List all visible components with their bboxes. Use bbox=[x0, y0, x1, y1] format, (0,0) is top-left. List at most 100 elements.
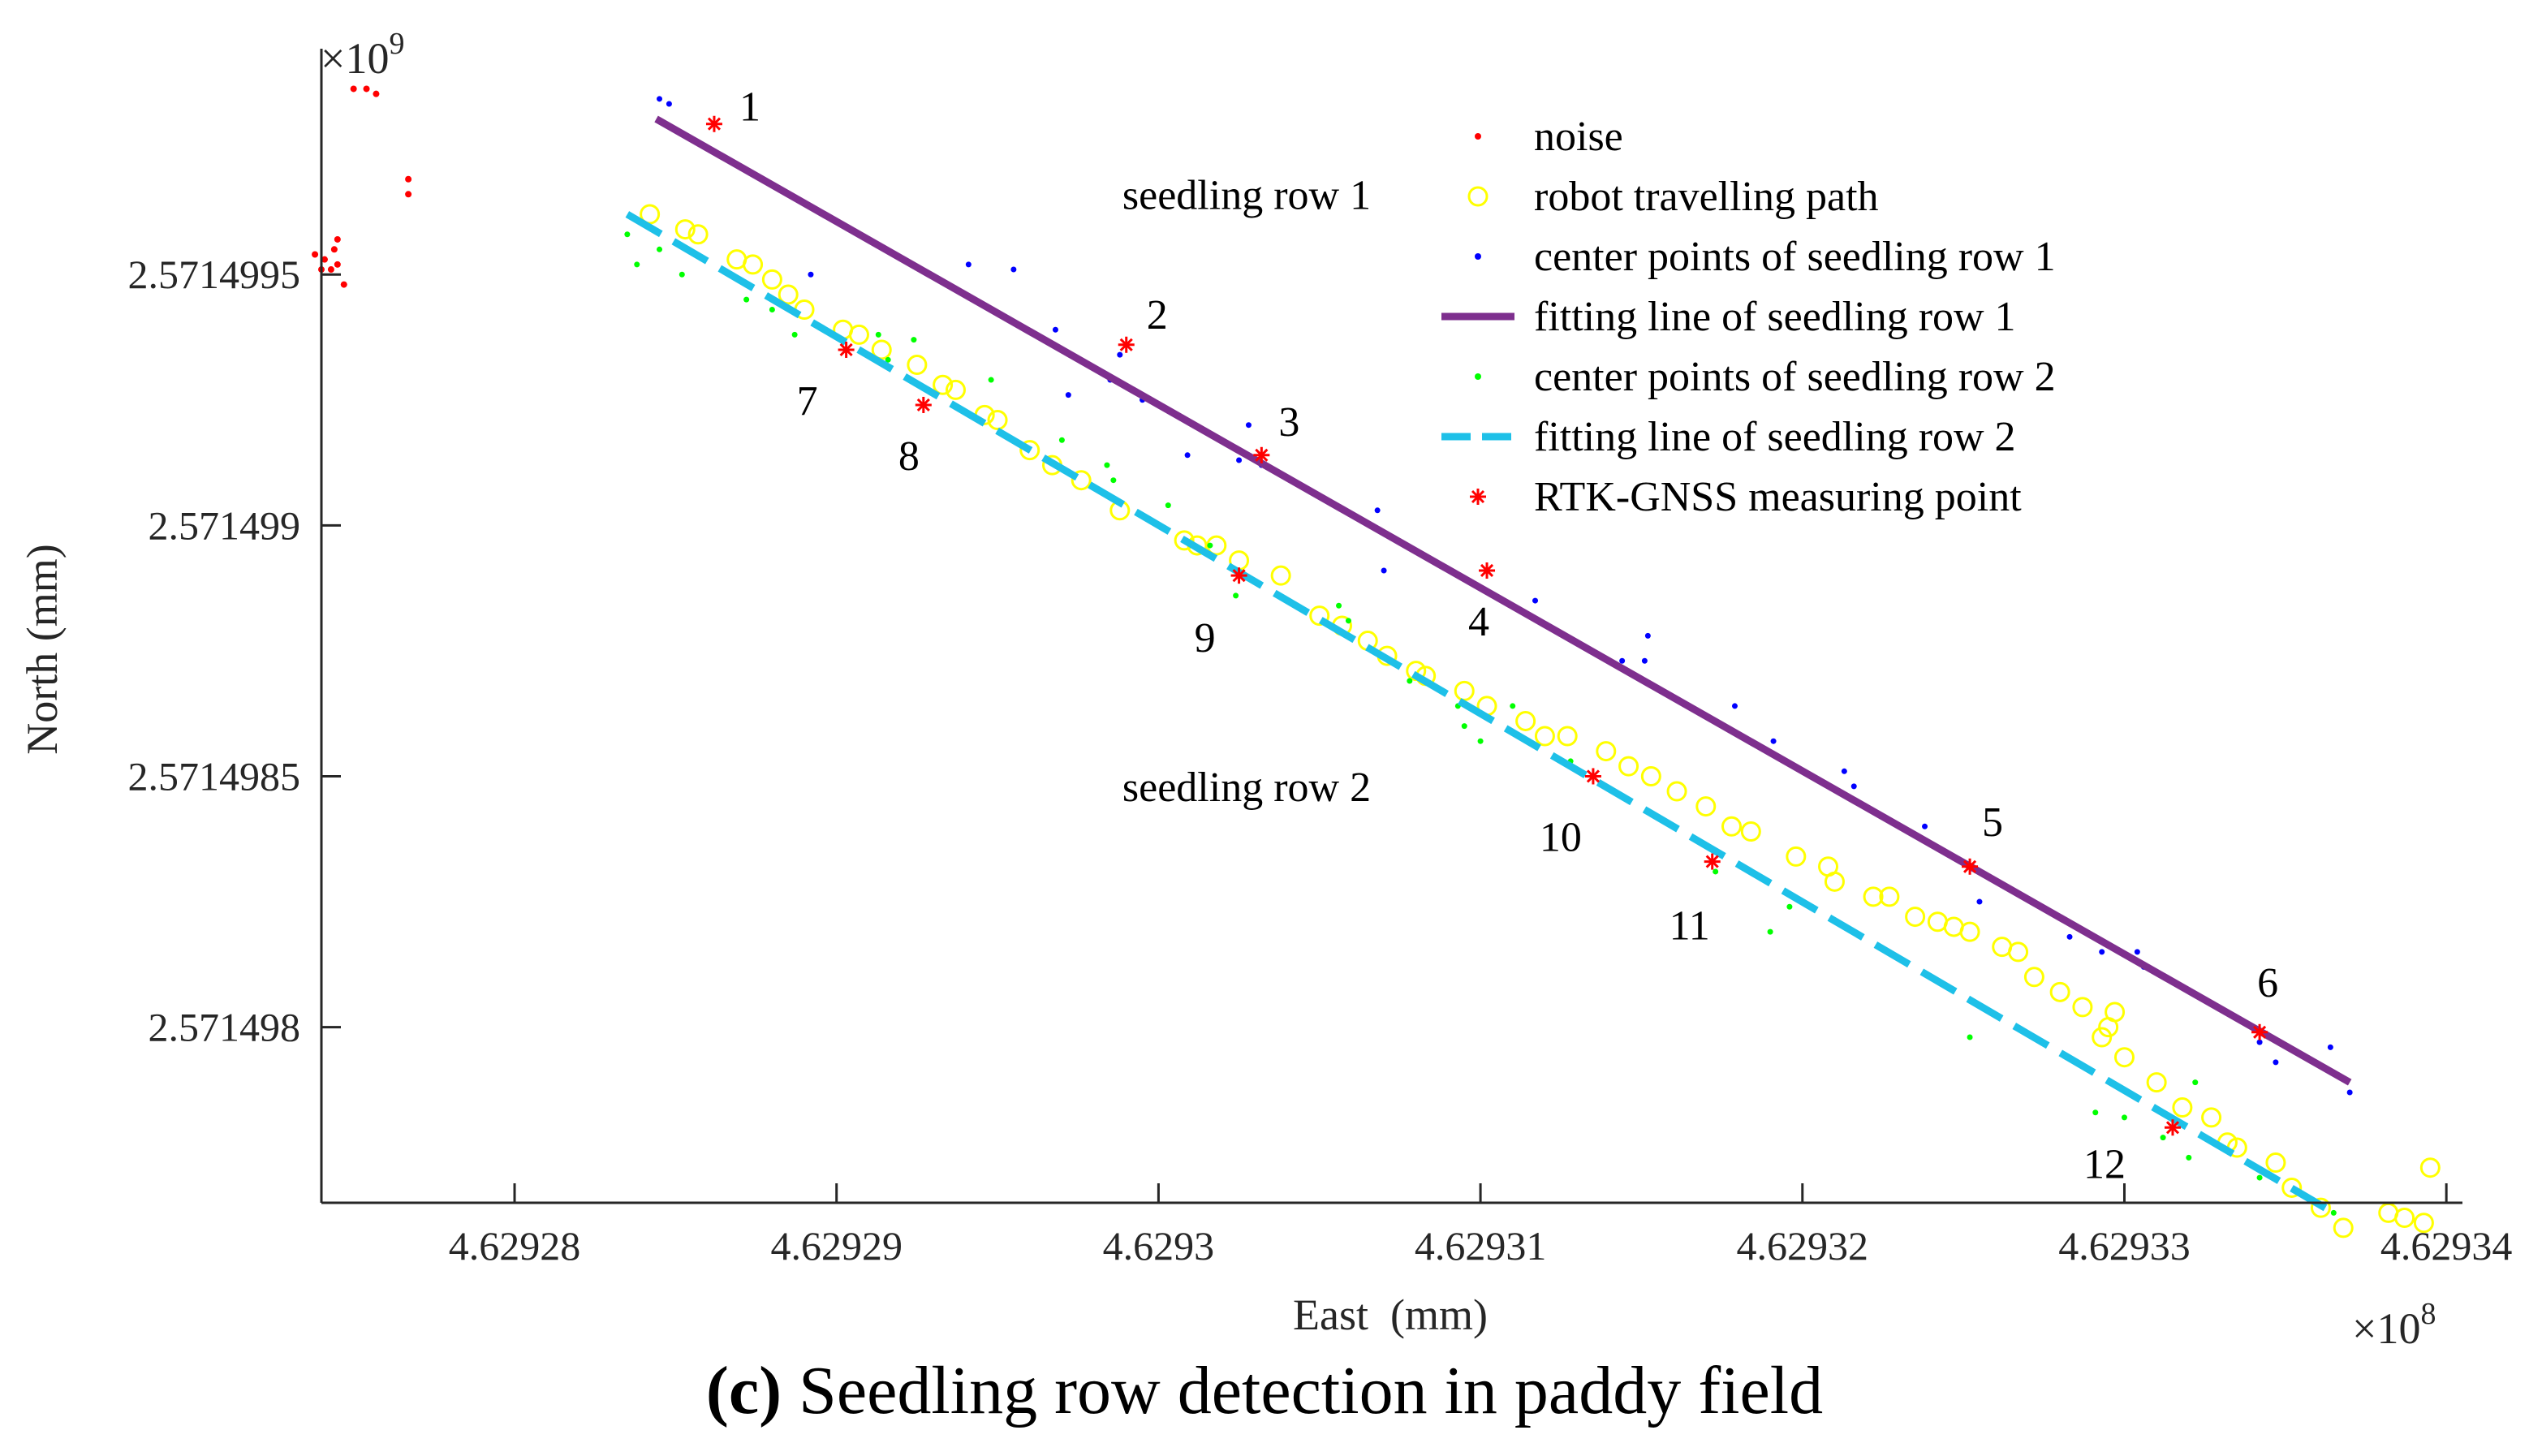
path-point bbox=[2281, 1177, 2303, 1198]
path-point bbox=[1515, 710, 1536, 731]
x-tick-label: 4.62933 bbox=[2058, 1223, 2191, 1269]
x-exponent: ×108 bbox=[2352, 1297, 2436, 1353]
noise-point bbox=[350, 85, 357, 93]
region-annotation: seedling row 1 bbox=[1122, 172, 1371, 218]
y-exponent: ×109 bbox=[321, 27, 404, 83]
path-point bbox=[2394, 1208, 2415, 1229]
y-axis-label: North (mm) bbox=[18, 544, 67, 754]
noise-point bbox=[334, 235, 341, 243]
path-point bbox=[1695, 796, 1717, 817]
path-point bbox=[2201, 1107, 2222, 1128]
row1-point bbox=[666, 101, 672, 107]
row1-point bbox=[1052, 326, 1058, 333]
noise-point bbox=[327, 266, 334, 274]
path-point bbox=[907, 355, 928, 376]
row2-point bbox=[1058, 437, 1065, 443]
path-point bbox=[1863, 886, 1884, 907]
row2-point bbox=[679, 271, 685, 278]
row2-point bbox=[1233, 592, 1239, 599]
path-point bbox=[1309, 605, 1330, 627]
row1-point bbox=[2256, 1039, 2263, 1045]
row2-point bbox=[1345, 618, 1351, 624]
row2-point bbox=[988, 377, 994, 383]
path-point bbox=[987, 410, 1008, 431]
path-point bbox=[1071, 470, 1092, 491]
path-point bbox=[2092, 1027, 2113, 1048]
rtk-point-label: 3 bbox=[1278, 399, 1299, 446]
legend-entry: fitting line of seedling row 2 bbox=[1441, 414, 2016, 460]
path-point bbox=[2265, 1152, 2286, 1174]
noise-point bbox=[373, 90, 380, 97]
row2-point bbox=[2330, 1209, 2337, 1216]
noise-point bbox=[363, 85, 370, 93]
rtk-point bbox=[838, 341, 855, 358]
annotations: seedling row 1 seedling row 2 bbox=[1122, 172, 1371, 811]
x-exponent-power: 8 bbox=[2420, 1297, 2436, 1331]
noise-point bbox=[330, 246, 338, 253]
rtk-point bbox=[1704, 853, 1721, 870]
y-tick-label: 2.571498 bbox=[149, 1005, 301, 1050]
row1-point bbox=[2273, 1059, 2279, 1066]
path-point bbox=[761, 269, 782, 290]
row1-point bbox=[2346, 1089, 2353, 1096]
row2-point bbox=[1477, 738, 1484, 744]
row2-series bbox=[624, 231, 2337, 1216]
row1-point bbox=[1532, 597, 1539, 604]
row1-point bbox=[1245, 422, 1252, 429]
path-point bbox=[933, 374, 954, 395]
path-point bbox=[1019, 440, 1040, 461]
noise-point bbox=[312, 251, 319, 258]
path-point bbox=[1454, 680, 1475, 701]
row1-point bbox=[1731, 703, 1738, 709]
row2-point bbox=[2160, 1135, 2166, 1141]
row1-point bbox=[1644, 632, 1651, 639]
row2-point bbox=[634, 261, 640, 268]
rtk-point-label: 10 bbox=[1540, 814, 1582, 860]
row1-point bbox=[965, 261, 972, 268]
y-ticks: 2.571498 2.5714985 2.571499 2.5714995 bbox=[128, 252, 341, 1050]
row2-point bbox=[1165, 502, 1171, 509]
x-tick-label: 4.62931 bbox=[1415, 1223, 1547, 1269]
caption-label: (c) bbox=[705, 1353, 782, 1428]
x-tick-label: 4.62934 bbox=[2380, 1223, 2513, 1269]
row1-point bbox=[1010, 266, 1017, 273]
path-point bbox=[1721, 816, 1743, 837]
path-point bbox=[848, 324, 869, 345]
row1-point bbox=[2134, 949, 2140, 955]
legend-marker bbox=[1475, 373, 1481, 380]
row1-point bbox=[1850, 783, 1857, 790]
legend-entry: center points of seedling row 2 bbox=[1475, 354, 2056, 400]
row1-point bbox=[1184, 452, 1191, 459]
path-point bbox=[640, 204, 661, 225]
row2-point bbox=[1336, 602, 1342, 609]
noise-point bbox=[405, 191, 412, 198]
x-ticks: 4.62928 4.62929 4.6293 4.62931 4.62932 4.6293… bbox=[449, 1183, 2513, 1269]
row2-point bbox=[1104, 462, 1110, 468]
row1-series bbox=[657, 96, 2353, 1096]
row1-point bbox=[1117, 351, 1123, 358]
row2-point bbox=[1407, 678, 1413, 684]
path-point bbox=[743, 254, 764, 275]
row1-point bbox=[2066, 933, 2073, 940]
x-axis-label: East (mm) bbox=[1293, 1290, 1488, 1339]
row1-point bbox=[2327, 1044, 2333, 1050]
rtk-point bbox=[1584, 768, 1601, 785]
path-point bbox=[687, 224, 709, 245]
row2-point bbox=[1786, 903, 1793, 910]
rtk-point bbox=[1230, 567, 1247, 584]
path-point bbox=[2049, 981, 2070, 1002]
path-point bbox=[1557, 726, 1578, 747]
legend: noise robot travelling path center points … bbox=[1441, 114, 2056, 520]
path-point bbox=[1786, 846, 1807, 867]
rtk-point-label: 1 bbox=[739, 84, 760, 131]
rtk-point-label: 4 bbox=[1468, 599, 1489, 645]
figure-caption: (c) Seedling row detection in paddy fiel… bbox=[0, 1351, 2529, 1430]
row2-point bbox=[1461, 723, 1467, 730]
rtk-point-label: 12 bbox=[2083, 1141, 2126, 1187]
noise-series bbox=[312, 85, 412, 288]
row2-point bbox=[1207, 542, 1213, 549]
path-point bbox=[778, 284, 799, 305]
legend-label: center points of seedling row 2 bbox=[1534, 354, 2056, 400]
caption-text: Seedling row detection in paddy field bbox=[782, 1353, 1824, 1428]
rtk-point bbox=[2251, 1023, 2268, 1040]
